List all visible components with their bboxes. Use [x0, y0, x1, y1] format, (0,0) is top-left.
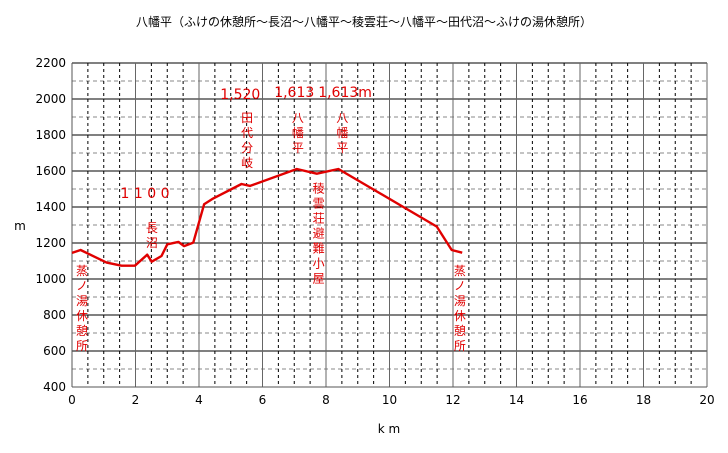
x-tick-label: 6	[259, 393, 267, 407]
y-tick-label: 400	[43, 380, 66, 394]
x-tick-label: 20	[699, 393, 714, 407]
x-tick-label: 12	[445, 393, 460, 407]
x-tick-label: 14	[509, 393, 524, 407]
grid	[71, 62, 708, 388]
annotation-label: 1,613	[274, 85, 314, 101]
annotation-label: 長沼	[144, 221, 158, 251]
y-tick-label: 1200	[35, 236, 66, 250]
x-tick-label: 10	[382, 393, 397, 407]
annotation-label: 1,520	[220, 87, 260, 103]
x-tick-label: 4	[195, 393, 203, 407]
y-tick-label: 2000	[35, 92, 66, 106]
annotation-label: 田代分岐	[240, 112, 254, 172]
y-tick-label: 1800	[35, 128, 66, 142]
tick-labels: 0 2 4 6 8 10 12 14 16 18 20 400 600 800 1000 1200 1400 16…	[35, 56, 714, 407]
annotation-label: 1 1 0 0	[121, 186, 170, 202]
annotation-label: 蒸ノ湯休憩所	[75, 264, 89, 354]
annotations: 1 1 0 0 長沼 1,520 田代分岐 1,613 八幡平 1,613m 八幡平稜雲荘避難…	[75, 85, 467, 354]
annotation-label: 八幡平	[335, 112, 349, 157]
y-tick-label: 1600	[35, 164, 66, 178]
y-tick-label: 1400	[35, 200, 66, 214]
y-axis-label: m	[14, 219, 26, 233]
axes	[71, 63, 707, 388]
y-tick-label: 800	[43, 308, 66, 322]
x-tick-label: 2	[132, 393, 140, 407]
x-tick-label: 18	[636, 393, 651, 407]
x-tick-label: 0	[68, 393, 76, 407]
x-tick-label: 16	[572, 393, 587, 407]
y-tick-label: 600	[43, 344, 66, 358]
x-tick-label: 8	[322, 393, 330, 407]
elevation-line	[71, 167, 463, 267]
y-tick-label: 1000	[35, 272, 66, 286]
annotation-label: 八幡平	[290, 112, 304, 157]
annotation-label: 蒸ノ湯休憩所	[452, 264, 466, 354]
chart-title: 八幡平（ふけの休憩所〜長沼〜八幡平〜稜雲荘〜八幡平〜田代沼〜ふけの湯休憩所）	[136, 14, 592, 29]
annotation-label: 1,613m	[318, 85, 372, 101]
x-axis-label: k m	[378, 422, 400, 436]
annotation-label: 稜雲荘避難小屋	[311, 181, 325, 286]
y-tick-label: 2200	[35, 56, 66, 70]
